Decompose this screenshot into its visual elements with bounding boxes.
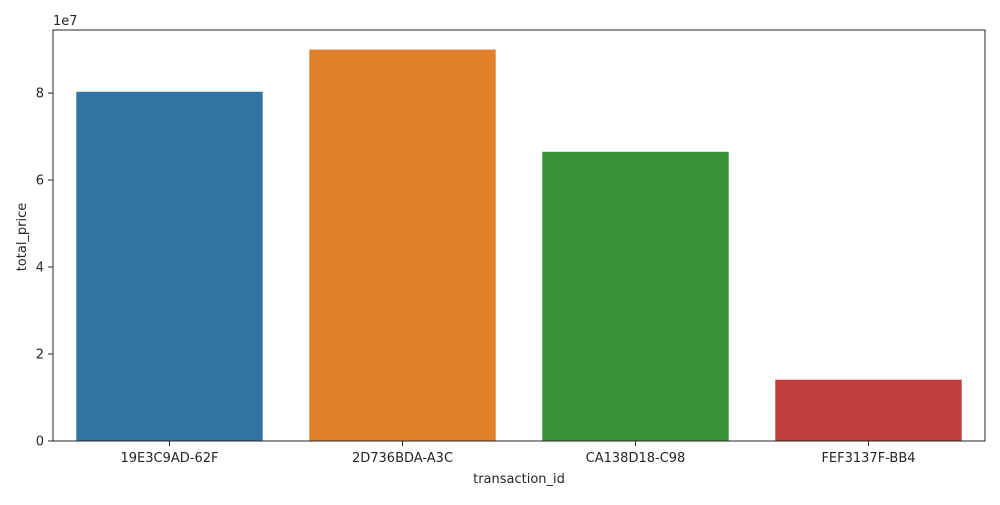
x-tick-label: 19E3C9AD-62F (121, 451, 219, 466)
y-tick-label: 6 (36, 174, 44, 189)
y-axis-offset-label: 1e7 (53, 14, 78, 29)
y-tick-label: 2 (36, 348, 44, 363)
bars-layer (76, 49, 962, 441)
axes-frame (52, 29, 986, 442)
ticks-layer: 19E3C9AD-62F 2D736BDA-A3C CA138D18-C98 FEF3… (36, 87, 916, 466)
bar-3 (542, 151, 729, 441)
bar-1 (76, 91, 263, 441)
y-tick-label: 8 (36, 87, 44, 102)
y-tick-label: 0 (36, 435, 44, 450)
bar-4 (775, 379, 962, 441)
x-tick-label: 2D736BDA-A3C (352, 451, 453, 466)
x-tick-label: CA138D18-C98 (586, 451, 686, 466)
bar-2 (309, 49, 496, 441)
plot-frame (52, 29, 986, 442)
x-axis-label: transaction_id (473, 472, 565, 487)
y-tick-label: 4 (36, 261, 44, 276)
y-axis-label: total_price (15, 203, 30, 272)
x-tick-label: FEF3137F-BB4 (821, 451, 915, 466)
